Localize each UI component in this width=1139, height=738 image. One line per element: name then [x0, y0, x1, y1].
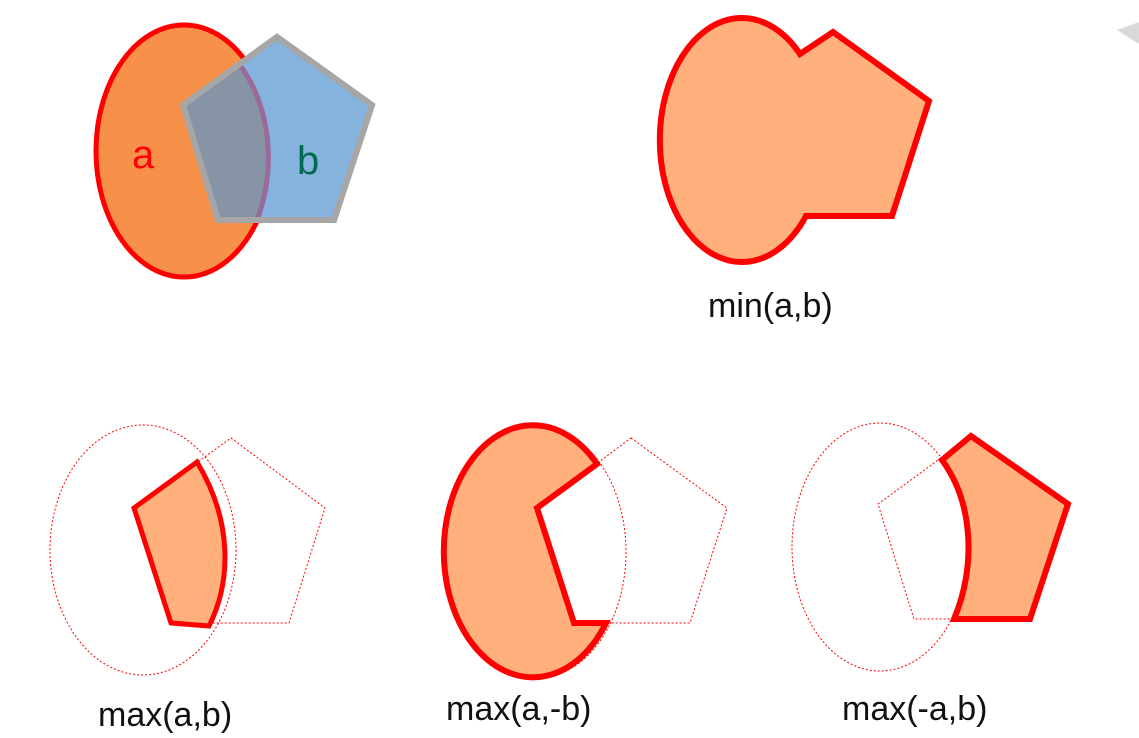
max-a-neg-b-caption: max(a,-b): [446, 690, 591, 728]
ghost-ellipse-a: [49, 424, 237, 676]
inputs-panel: a b: [93, 22, 376, 280]
max-a-neg-b-shape: [440, 422, 611, 681]
ghost-pentagon-b-2: [536, 437, 728, 624]
shape-b-outline: [179, 33, 376, 223]
max-ab-intersection-shape: [131, 458, 228, 629]
max-ab-panel: max(a,b): [49, 424, 326, 734]
max-neg-a-b-caption: max(-a,b): [842, 690, 987, 728]
max-neg-a-b-shape: [937, 432, 1072, 622]
overlap-ellipse-arc: [237, 62, 271, 221]
max-a-neg-b-panel: max(a,-b): [440, 422, 728, 728]
max-ab-caption: max(a,b): [98, 696, 232, 734]
label-b: b: [297, 139, 319, 183]
min-panel: min(a,b): [656, 15, 933, 325]
overlap-region: [183, 64, 269, 220]
label-a: a: [132, 133, 155, 177]
edge-artifact-icon: [1117, 22, 1139, 44]
min-union-shape: [656, 15, 933, 266]
min-caption: min(a,b): [708, 287, 833, 325]
max-neg-a-b-panel: max(-a,b): [791, 422, 1072, 728]
